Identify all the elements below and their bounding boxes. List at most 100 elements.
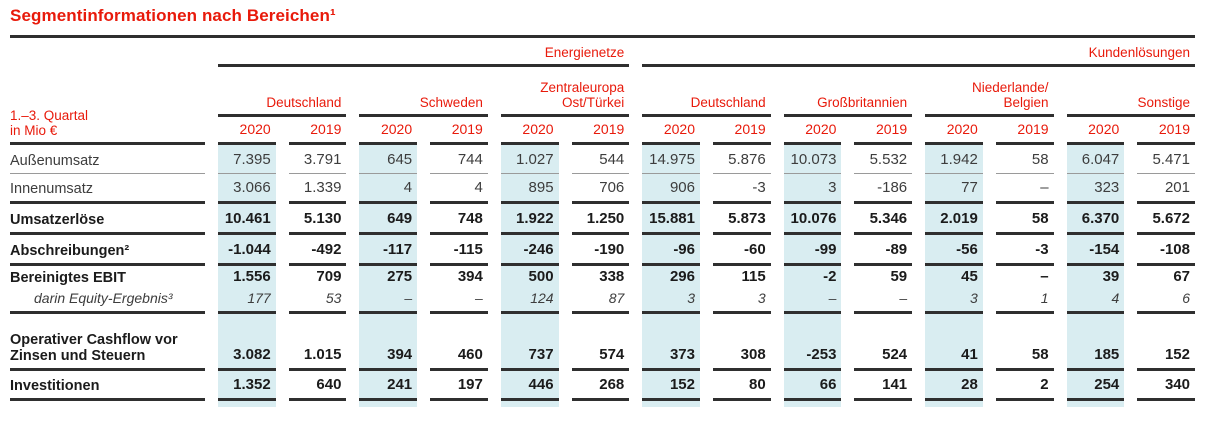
cell-investitionen-3: 197: [430, 371, 488, 401]
cell-umsatzerl-se-11: 58: [995, 204, 1054, 235]
segment-header-niederlande-belgien: Niederlande/Belgien: [925, 67, 1054, 117]
segment-header-deutschland: Deutschland: [218, 67, 347, 117]
page-title: Segmentinformationen nach Bereichen¹: [10, 6, 336, 25]
cell-au-enumsatz-1: 3.791: [288, 145, 347, 174]
segment-header-deutschland: Deutschland: [642, 67, 771, 117]
segment-header-sonstige: Sonstige: [1066, 67, 1195, 117]
year-header-zentraleuropa-ost-t-rkei-2019: 2019: [571, 117, 630, 145]
cell-au-enumsatz-13: 5.471: [1137, 145, 1195, 174]
cell-abschreibungen-7: -60: [713, 235, 771, 266]
tail-highlight-5: [572, 401, 630, 407]
year-header-niederlande-belgien-2019: 2019: [995, 117, 1054, 145]
cell-investitionen-4: 446: [500, 371, 559, 401]
cell-operativer-cashflow-vor-zinsen-und-steuern-6: 373: [642, 314, 700, 371]
cell-bereinigtes-ebit-3: 394: [457, 268, 483, 286]
cell-au-enumsatz-3: 744: [430, 145, 488, 174]
cell-darin-equity-ergebnis-4: 124: [500, 290, 559, 314]
period-spacer: [10, 38, 205, 67]
cell-innenumsatz-0: 3.066: [218, 174, 276, 204]
cell-darin-equity-ergebnis-3: –: [430, 290, 488, 314]
cell-abschreibungen-2: -117: [359, 235, 418, 266]
year-header-deutschland-2020: 2020: [642, 117, 700, 145]
year-header-sonstige-2019: 2019: [1137, 117, 1195, 145]
tail-highlight-0: [218, 401, 276, 407]
cell-abschreibungen-3: -115: [430, 235, 488, 266]
tail-highlight-6: [642, 401, 700, 407]
tail-highlight-9: [854, 401, 912, 407]
cell-innenumsatz-8: 3: [783, 174, 842, 204]
cell-au-enumsatz-7: 5.876: [713, 145, 771, 174]
cell-au-enumsatz-4: 1.027: [500, 145, 559, 174]
cell-investitionen-7: 80: [713, 371, 771, 401]
cell-darin-equity-ergebnis-12: 4: [1066, 290, 1125, 314]
cell-umsatzerl-se-6: 15.881: [642, 204, 700, 235]
cell-bereinigtes-ebit-9: 59: [890, 268, 908, 286]
cell-operativer-cashflow-vor-zinsen-und-steuern-4: 737: [500, 314, 559, 371]
cell-au-enumsatz-10: 1.942: [925, 145, 983, 174]
cell-au-enumsatz-0: 7.395: [218, 145, 276, 174]
tail-highlight-13: [1137, 401, 1195, 407]
cell-innenumsatz-10: 77: [925, 174, 983, 204]
cell-umsatzerl-se-0: 10.461: [218, 204, 276, 235]
cell-innenumsatz-7: -3: [713, 174, 771, 204]
row-label-innenumsatz: Innenumsatz: [10, 174, 205, 204]
tail-highlight-1: [289, 401, 347, 407]
cell-umsatzerl-se-7: 5.873: [713, 204, 771, 235]
cell-abschreibungen-8: -99: [783, 235, 842, 266]
tail-highlight-2: [359, 401, 418, 407]
cell-abschreibungen-5: -190: [571, 235, 630, 266]
cell-umsatzerl-se-2: 649: [359, 204, 418, 235]
cell-operativer-cashflow-vor-zinsen-und-steuern-12: 185: [1066, 314, 1125, 371]
cell-bereinigtes-ebit-11: –: [1040, 268, 1049, 286]
cell-operativer-cashflow-vor-zinsen-und-steuern-8: -253: [783, 314, 842, 371]
tail-highlight-10: [925, 401, 983, 407]
cell-bereinigtes-ebit-13: 67: [1173, 268, 1190, 286]
period-label: 1.–3. Quartal in Mio €: [10, 67, 205, 145]
year-header-zentraleuropa-ost-t-rkei-2020: 2020: [500, 117, 559, 145]
cell-umsatzerl-se-13: 5.672: [1137, 204, 1195, 235]
row-label-au-enumsatz: Außenumsatz: [10, 145, 205, 174]
cell-abschreibungen-11: -3: [995, 235, 1054, 266]
cell-au-enumsatz-6: 14.975: [642, 145, 700, 174]
tail-highlight-11: [996, 401, 1054, 407]
row-label-darin-equity-ergebnis: darin Equity-Ergebnis³: [10, 290, 205, 314]
segment-header-zentraleuropa-ost-t-rkei: Zentraleuropa Ost/Türkei: [500, 67, 630, 117]
cell-umsatzerl-se-5: 1.250: [571, 204, 630, 235]
tail-highlight-8: [783, 401, 842, 407]
cell-bereinigtes-ebit-1: 709: [316, 268, 342, 286]
cell-darin-equity-ergebnis-2: –: [359, 290, 418, 314]
cell-abschreibungen-1: -492: [288, 235, 347, 266]
cell-bereinigtes-ebit-10: 45: [925, 266, 983, 290]
cell-innenumsatz-12: 323: [1066, 174, 1125, 204]
cell-operativer-cashflow-vor-zinsen-und-steuern-0: 3.082: [218, 314, 276, 371]
cell-bereinigtes-ebit-5: 338: [599, 268, 625, 286]
group-header-kundenl-sungen: Kundenlösungen: [642, 38, 1195, 67]
year-header-schweden-2020: 2020: [359, 117, 418, 145]
cell-investitionen-13: 340: [1137, 371, 1195, 401]
cell-operativer-cashflow-vor-zinsen-und-steuern-9: 524: [854, 314, 913, 371]
year-header-gro-britannien-2019: 2019: [854, 117, 913, 145]
cell-innenumsatz-6: 906: [642, 174, 700, 204]
cell-darin-equity-ergebnis-9: –: [854, 290, 913, 314]
tail-highlight-3: [430, 401, 488, 407]
cell-au-enumsatz-11: 58: [995, 145, 1054, 174]
cell-umsatzerl-se-9: 5.346: [854, 204, 913, 235]
cell-darin-equity-ergebnis-10: 3: [925, 290, 983, 314]
cell-operativer-cashflow-vor-zinsen-und-steuern-5: 574: [571, 314, 630, 371]
year-header-deutschland-2019: 2019: [713, 117, 771, 145]
cell-bereinigtes-ebit-8: -2: [783, 266, 842, 290]
cell-au-enumsatz-9: 5.532: [854, 145, 913, 174]
row-label-operativer-cashflow-vor-zinsen-und-steuern: Operativer Cashflow vor Zinsen und Steuer…: [10, 314, 205, 371]
cell-innenumsatz-9: -186: [854, 174, 913, 204]
year-header-niederlande-belgien-2020: 2020: [925, 117, 983, 145]
cell-umsatzerl-se-8: 10.076: [783, 204, 842, 235]
segment-header-schweden: Schweden: [359, 67, 488, 117]
cell-umsatzerl-se-10: 2.019: [925, 204, 983, 235]
cell-au-enumsatz-8: 10.073: [783, 145, 842, 174]
year-header-schweden-2019: 2019: [430, 117, 488, 145]
tail-spacer: [10, 401, 205, 407]
row-label-bereinigtes-ebit: Bereinigtes EBIT: [10, 269, 127, 286]
tail-highlight-4: [500, 401, 559, 407]
year-header-deutschland-2019: 2019: [288, 117, 347, 145]
cell-investitionen-9: 141: [854, 371, 913, 401]
